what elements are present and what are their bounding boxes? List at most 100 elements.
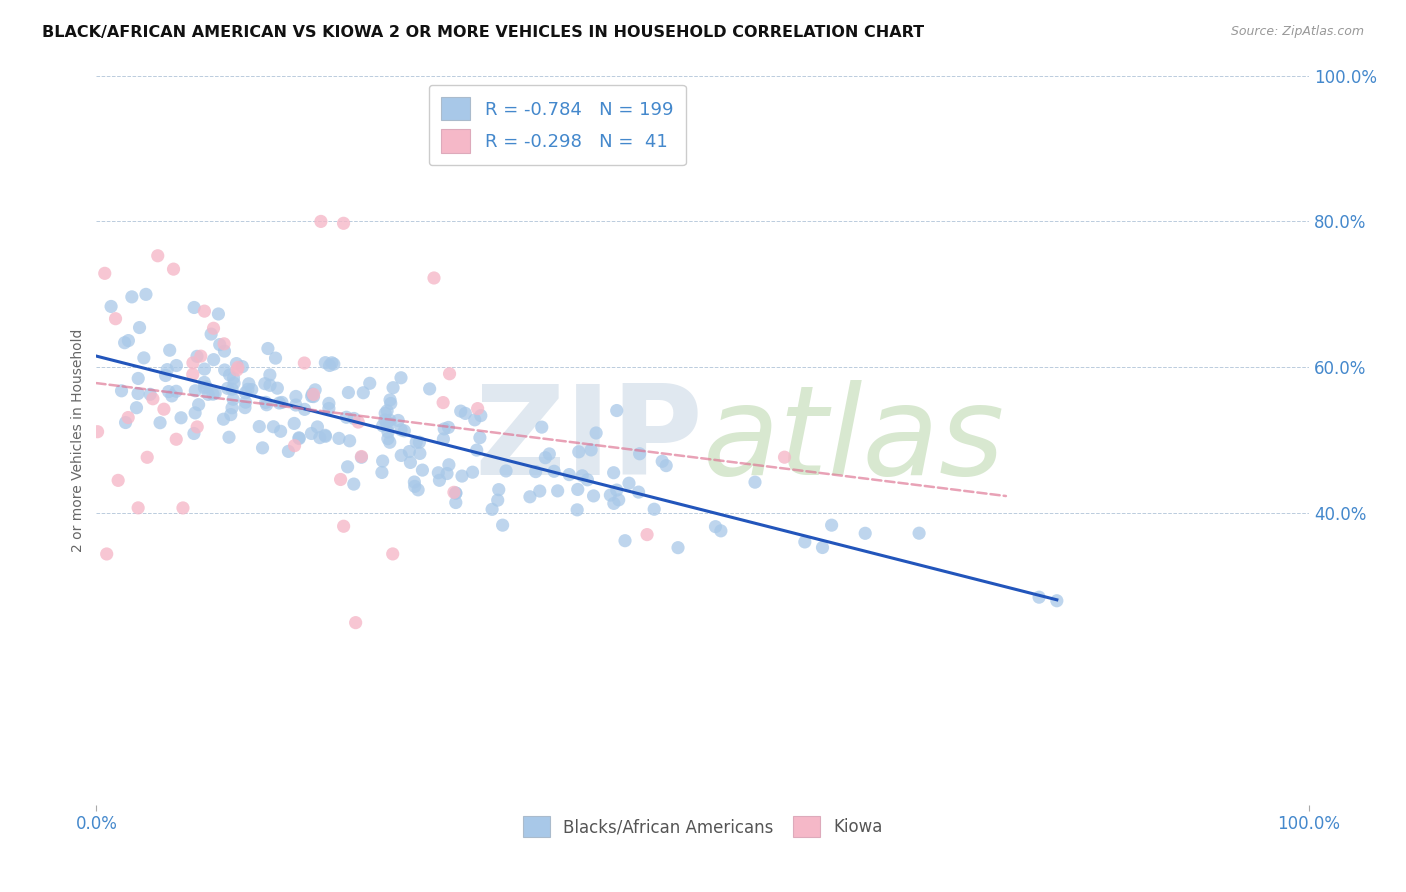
Point bbox=[486, 493, 509, 508]
Point bbox=[337, 385, 360, 400]
Point bbox=[202, 321, 225, 335]
Point bbox=[567, 503, 589, 517]
Point bbox=[226, 360, 249, 375]
Point bbox=[427, 466, 450, 480]
Point bbox=[288, 432, 311, 446]
Point bbox=[117, 410, 139, 425]
Point bbox=[231, 359, 253, 374]
Legend: Blacks/African Americans, Kiowa: Blacks/African Americans, Kiowa bbox=[516, 809, 889, 844]
Point bbox=[214, 344, 236, 359]
Point bbox=[190, 349, 212, 363]
Point bbox=[614, 533, 637, 548]
Point bbox=[157, 384, 180, 399]
Point bbox=[571, 468, 593, 483]
Point bbox=[710, 524, 733, 538]
Point bbox=[259, 378, 281, 392]
Point bbox=[335, 410, 357, 425]
Point bbox=[302, 387, 325, 401]
Point bbox=[222, 376, 245, 391]
Point bbox=[576, 473, 599, 487]
Point bbox=[309, 214, 332, 228]
Point bbox=[378, 417, 401, 431]
Point bbox=[195, 380, 218, 394]
Point bbox=[222, 371, 245, 385]
Point bbox=[221, 382, 243, 396]
Point bbox=[602, 466, 624, 480]
Point bbox=[277, 444, 299, 458]
Point bbox=[235, 385, 257, 400]
Point bbox=[202, 352, 225, 367]
Point bbox=[450, 404, 472, 418]
Point bbox=[136, 450, 159, 465]
Point bbox=[181, 356, 204, 370]
Point bbox=[606, 403, 628, 417]
Point bbox=[233, 401, 256, 415]
Point bbox=[183, 301, 205, 315]
Point bbox=[491, 518, 513, 533]
Point bbox=[329, 473, 352, 487]
Point bbox=[208, 337, 231, 351]
Point bbox=[468, 431, 491, 445]
Point bbox=[655, 458, 678, 473]
Point bbox=[382, 381, 405, 395]
Point bbox=[259, 368, 281, 382]
Point bbox=[160, 389, 183, 403]
Point bbox=[371, 418, 394, 433]
Point bbox=[350, 450, 373, 465]
Point bbox=[271, 395, 294, 409]
Point bbox=[387, 413, 409, 427]
Point bbox=[193, 362, 215, 376]
Point bbox=[318, 401, 340, 416]
Point bbox=[315, 429, 337, 443]
Point bbox=[149, 416, 172, 430]
Point bbox=[155, 368, 177, 383]
Point bbox=[321, 356, 343, 370]
Point bbox=[184, 406, 207, 420]
Point bbox=[558, 467, 581, 482]
Point bbox=[135, 287, 157, 301]
Point bbox=[374, 413, 396, 427]
Point bbox=[96, 547, 118, 561]
Point bbox=[269, 396, 291, 410]
Point bbox=[304, 383, 326, 397]
Point bbox=[165, 432, 187, 446]
Point bbox=[294, 402, 316, 417]
Point bbox=[439, 367, 461, 381]
Point bbox=[225, 357, 247, 371]
Point bbox=[744, 475, 766, 490]
Point bbox=[444, 486, 467, 500]
Point bbox=[212, 412, 235, 426]
Point bbox=[470, 409, 492, 423]
Text: ZIP: ZIP bbox=[474, 380, 703, 500]
Point bbox=[193, 304, 215, 318]
Point bbox=[398, 444, 420, 458]
Point bbox=[257, 342, 280, 356]
Point bbox=[488, 483, 510, 497]
Point bbox=[256, 398, 278, 412]
Point bbox=[375, 404, 398, 418]
Point bbox=[156, 362, 179, 376]
Point bbox=[408, 435, 430, 450]
Point bbox=[585, 425, 607, 440]
Point bbox=[127, 500, 149, 515]
Point bbox=[200, 327, 222, 342]
Point bbox=[547, 483, 569, 498]
Point bbox=[853, 526, 876, 541]
Point bbox=[238, 376, 260, 391]
Point bbox=[465, 443, 488, 458]
Point bbox=[139, 387, 162, 401]
Point bbox=[252, 441, 274, 455]
Point bbox=[380, 396, 402, 410]
Point bbox=[186, 349, 208, 363]
Point bbox=[332, 216, 354, 230]
Point bbox=[181, 368, 204, 382]
Point bbox=[538, 447, 561, 461]
Point bbox=[197, 387, 219, 401]
Point bbox=[433, 422, 456, 436]
Point bbox=[636, 527, 658, 541]
Point bbox=[235, 395, 257, 409]
Point bbox=[908, 526, 931, 541]
Point bbox=[461, 465, 484, 479]
Point bbox=[322, 357, 344, 371]
Point bbox=[404, 475, 426, 489]
